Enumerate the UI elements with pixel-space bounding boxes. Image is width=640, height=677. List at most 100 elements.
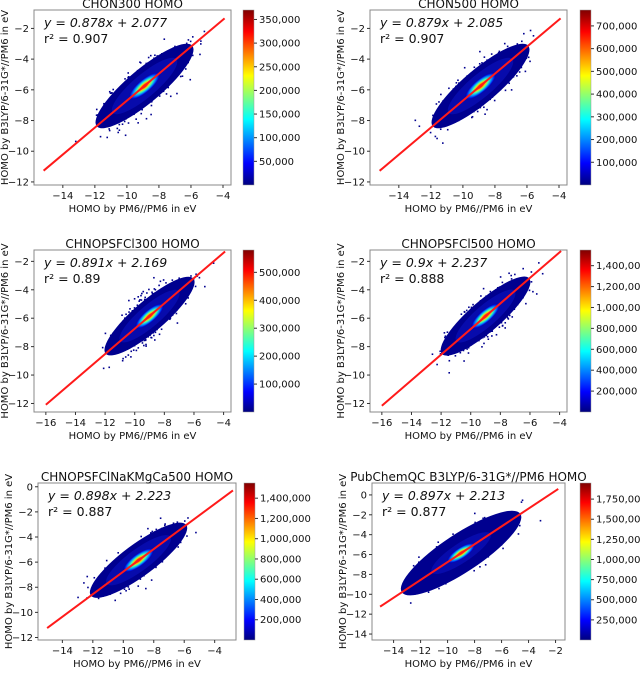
scatter-point	[132, 349, 135, 351]
scatter-point	[174, 45, 176, 48]
x-tick-label: −8	[157, 418, 172, 429]
scatter-point	[459, 351, 462, 354]
scatter-point	[507, 318, 510, 320]
fit-line	[45, 250, 226, 406]
fit-equation: y = 0.879x + 2.085	[379, 15, 503, 30]
scatter-point	[529, 60, 531, 63]
colorbar-tick-label: 300,000	[259, 324, 300, 335]
scatter-point	[138, 300, 140, 302]
x-tick-label: −8	[493, 418, 508, 429]
chart-panel: −16 −14 −12 −10 −8 −6 −4 −12 −10 −8 −6 −4 −2 CHNOPSFC…	[0, 237, 300, 442]
scatter-point	[128, 311, 130, 313]
x-tick-label: −6	[184, 191, 199, 202]
scatter-point	[150, 336, 153, 339]
colorbar-tick-label: 150,000	[259, 110, 300, 121]
colorbar-tick-label: 350,000	[259, 15, 300, 26]
scatter-point	[83, 582, 85, 584]
chart-title: CHNOPSFClNaKMgCa500 HOMO	[41, 470, 233, 484]
x-tick-label: −6	[494, 646, 509, 657]
scatter-point	[431, 353, 434, 356]
scatter-point	[121, 123, 124, 126]
x-axis-label: HOMO by PM6//PM6 in eV	[405, 659, 533, 670]
y-tick-label: −6	[18, 558, 33, 569]
chart-panel: −14 −12 −10 −8 −6 −4 −12 −10 −8 −6 −4 −2 0 CHNOPSFClN…	[4, 470, 311, 670]
scatter-point	[147, 527, 149, 530]
scatter-point	[106, 136, 109, 139]
scatter-point	[474, 521, 476, 524]
colorbar-tick-label: 200,000	[260, 615, 301, 626]
scatter-point	[127, 72, 130, 74]
scatter-point	[86, 575, 89, 578]
scatter-point	[128, 588, 130, 590]
scatter-point	[184, 68, 187, 70]
scatter-point	[480, 295, 482, 297]
y-tick-label: −12	[344, 399, 365, 410]
colorbar-tick-label: 600,000	[596, 345, 637, 356]
colorbar-tick-label: 100,000	[259, 380, 300, 391]
y-tick-label: −8	[18, 583, 33, 594]
scatter-point	[491, 330, 494, 332]
colorbar-tick-label: 100,000	[596, 158, 637, 169]
scatter-point	[465, 309, 468, 312]
scatter-point	[164, 523, 166, 525]
scatter-point	[103, 102, 105, 105]
scatter-point	[532, 35, 535, 37]
scatter-point	[151, 530, 154, 533]
axes-frame	[37, 482, 237, 641]
scatter-point	[442, 142, 444, 144]
scatter-point	[186, 535, 188, 537]
colorbar	[242, 9, 255, 186]
y-tick-label: −10	[12, 608, 33, 619]
scatter-point	[148, 288, 150, 291]
chart-title: CHNOPSFCl500 HOMO	[401, 237, 535, 251]
x-tick-label: −10	[116, 191, 137, 202]
scatter-point	[160, 328, 163, 331]
y-tick-label: −2	[18, 507, 33, 518]
fit-equation: y = 0.9x + 2.237	[379, 255, 487, 270]
scatter-point	[479, 565, 481, 568]
scatter-point	[127, 76, 130, 78]
scatter-point	[528, 289, 531, 292]
scatter-point	[151, 291, 153, 294]
scatter-point	[187, 39, 190, 41]
scatter-point	[140, 299, 143, 301]
chart-panel: −14 −12 −10 −8 −6 −4 −12 −10 −8 −6 −4 −2 CHON500 HOM…	[336, 0, 637, 215]
scatter-point	[139, 299, 141, 301]
scatter-point	[199, 53, 201, 56]
y-tick-label: −4	[352, 530, 367, 541]
x-tick-label: −14	[65, 418, 86, 429]
scatter-point	[435, 103, 438, 105]
colorbar-tick-label: 300,000	[596, 112, 637, 123]
scatter-point	[150, 579, 153, 581]
scatter-point	[532, 290, 534, 293]
scatter-point	[478, 62, 481, 65]
x-axis-label: HOMO by PM6//PM6 in eV	[69, 431, 197, 442]
fit-equation: y = 0.891x + 2.169	[43, 255, 167, 270]
scatter-point	[176, 521, 179, 523]
scatter-point	[187, 517, 189, 519]
r-squared: r² = 0.907	[380, 31, 444, 46]
scatter-point	[95, 108, 98, 111]
x-tick-label: −12	[82, 646, 103, 657]
colorbar-tick-label: 200,000	[259, 352, 300, 363]
scatter-point	[521, 499, 524, 502]
scatter-point	[125, 313, 127, 316]
axes-frame	[369, 9, 568, 186]
x-tick-label: −14	[401, 418, 422, 429]
scatter-point	[139, 61, 141, 63]
scatter-point	[498, 326, 501, 329]
scatter-point	[154, 331, 157, 334]
scatter-point	[108, 129, 111, 132]
scatter-point	[466, 348, 468, 350]
scatter-point	[501, 325, 504, 327]
scatter-point	[487, 338, 490, 341]
scatter-point	[463, 311, 466, 313]
colorbar-tick-label: 400,000	[259, 296, 300, 307]
chart-title: CHNOPSFCl300 HOMO	[65, 237, 199, 251]
scatter-point	[191, 36, 194, 38]
colorbar-tick-label: 1,500,000	[596, 515, 640, 526]
fit-line	[46, 489, 234, 629]
scatter-point	[439, 350, 441, 353]
scatter-point	[122, 357, 124, 360]
y-tick-label: −6	[14, 314, 29, 325]
